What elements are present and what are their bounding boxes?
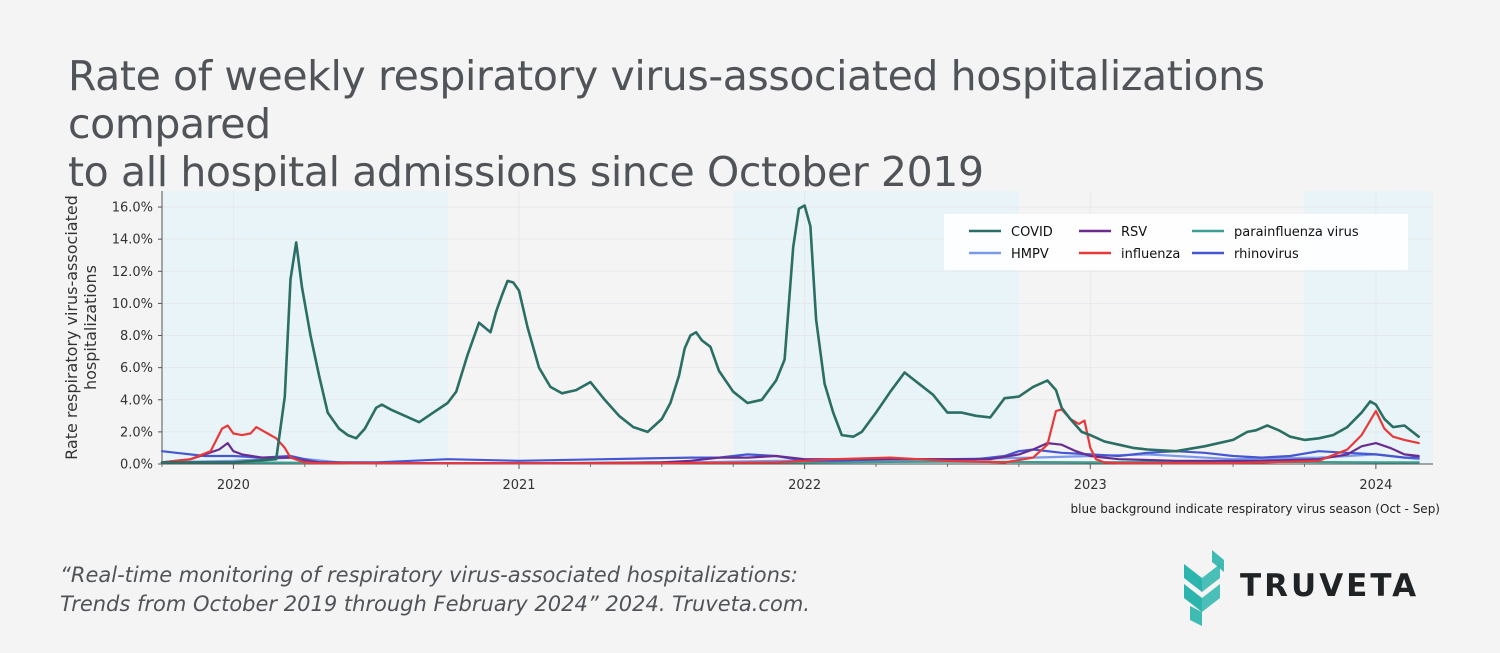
y-tick-label: 10.0% (112, 297, 153, 312)
citation: “Real-time monitoring of respiratory vir… (60, 561, 810, 619)
y-tick-label: 8.0% (120, 329, 153, 344)
y-tick-label: 12.0% (112, 265, 153, 280)
logo-chevron (1202, 584, 1220, 612)
y-axis-label-line: Rate respiratory virus-associated (62, 195, 81, 460)
season-shading (162, 191, 1433, 464)
legend-label: RSV (1121, 225, 1147, 240)
series-line-covid (160, 204, 1420, 464)
y-tick-label: 14.0% (112, 233, 153, 248)
title-line-1: Rate of weekly respiratory virus-associa… (68, 52, 1265, 148)
legend-label: parainfluenza virus (1234, 225, 1359, 240)
legend-label: rhinovirus (1234, 247, 1299, 262)
logo-chevron (1202, 564, 1220, 592)
series-lines (160, 204, 1420, 465)
chart-title: Rate of weekly respiratory virus-associa… (68, 52, 1468, 196)
citation-line-2: Trends from October 2019 through Februar… (60, 592, 810, 616)
y-axis-label: Rate respiratory virus-associatedhospita… (62, 195, 100, 460)
season-note: blue background indicate respiratory vir… (1071, 502, 1440, 516)
series-line-influenza (160, 408, 1420, 465)
logo-text: TRUVETA (1240, 568, 1420, 604)
legend-box (944, 214, 1408, 270)
logo-chevron (1212, 550, 1224, 572)
truveta-logo: TRUVETA (1182, 548, 1452, 626)
legend: COVID RSV parainfluenza virus HMPV influenza… (944, 214, 1408, 270)
y-tick-label: 4.0% (120, 393, 153, 408)
x-tick-label: 2022 (788, 478, 821, 493)
y-axis-label-line: hospitalizations (81, 265, 100, 390)
y-tick-label: 16.0% (112, 201, 153, 216)
season-band-1 (162, 191, 448, 464)
legend-label: HMPV (1011, 247, 1049, 262)
logo-chevron (1184, 584, 1202, 612)
x-tick-label: 2024 (1359, 478, 1392, 493)
logo-chevron (1190, 606, 1202, 626)
y-tick-label: 2.0% (120, 425, 153, 440)
logo-chevron (1184, 564, 1202, 592)
y-tick-label: 6.0% (120, 361, 153, 376)
legend-label: influenza (1121, 247, 1180, 262)
truveta-logo-mark (1184, 550, 1224, 626)
legend-label: COVID (1011, 225, 1053, 240)
title-line-2: to all hospital admissions since October… (68, 148, 984, 196)
citation-line-1: “Real-time monitoring of respiratory vir… (60, 563, 798, 587)
x-tick-label: 2021 (502, 478, 535, 493)
x-tick-label: 2020 (217, 478, 250, 493)
y-tick-label: 0.0% (120, 458, 153, 473)
x-tick-label: 2023 (1074, 478, 1107, 493)
